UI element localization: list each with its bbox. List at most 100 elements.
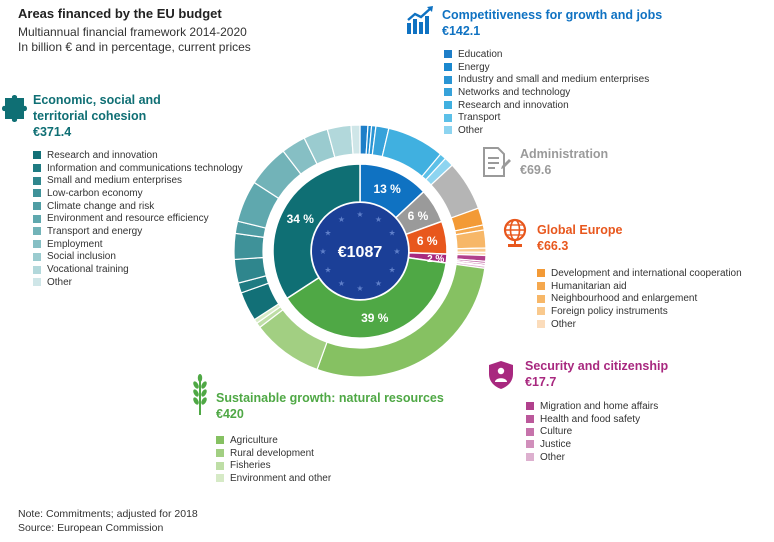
legend-item-competitiveness-energy: Energy xyxy=(444,61,649,74)
legend-swatch xyxy=(33,176,41,185)
legend-label: Other xyxy=(458,124,484,136)
legend-item-cohesion-environment-and-resource-efficiency: Environment and resource efficiency xyxy=(33,212,243,225)
cohesion-title-line2: territorial cohesion xyxy=(33,109,147,123)
cohesion-total: €371.4 xyxy=(33,125,72,139)
legend-swatch xyxy=(537,307,545,316)
legend-swatch xyxy=(216,461,224,470)
legend-item-sustainable-environment-and-other: Environment and other xyxy=(216,472,331,485)
legend-swatch xyxy=(216,436,224,445)
legend-swatch xyxy=(526,453,534,462)
legend-label: Vocational training xyxy=(47,264,129,276)
security-people-icon xyxy=(487,360,515,390)
legend-swatch xyxy=(33,164,41,173)
legend-item-sustainable-fisheries: Fisheries xyxy=(216,459,331,472)
legend-item-cohesion-low-carbon-economy: Low-carbon economy xyxy=(33,187,243,200)
cohesion-legend: Research and innovation Information and c… xyxy=(33,149,243,289)
eu-star-icon: ★ xyxy=(338,279,345,288)
legend-item-cohesion-vocational-training: Vocational training xyxy=(33,263,243,276)
legend-label: Small and medium enterprises xyxy=(47,175,183,187)
legend-label: Health and food safety xyxy=(540,413,641,425)
legend-swatch xyxy=(444,113,452,122)
legend-label: Industry and small and medium enterprise… xyxy=(458,74,650,86)
sustainable-title: Sustainable growth: natural resources xyxy=(216,391,444,405)
legend-label: Education xyxy=(458,48,503,60)
legend-label: Transport xyxy=(458,112,501,124)
footer-note: Note: Commitments; adjusted for 2018 xyxy=(18,508,198,520)
eu-star-icon: ★ xyxy=(324,229,331,238)
security-legend: Migration and home affairs Health and foo… xyxy=(526,400,658,463)
legend-swatch xyxy=(33,265,41,274)
legend-swatch xyxy=(444,50,452,59)
legend-swatch xyxy=(444,126,452,135)
legend-swatch xyxy=(33,202,41,211)
legend-label: Humanitarian aid xyxy=(551,280,627,292)
legend-swatch xyxy=(537,282,545,291)
legend-label: Fisheries xyxy=(230,460,271,472)
legend-swatch xyxy=(526,427,534,436)
legend-label: Low-carbon economy xyxy=(47,187,143,199)
security-total: €17.7 xyxy=(525,375,557,389)
legend-label: Energy xyxy=(458,61,490,73)
legend-swatch xyxy=(33,214,41,223)
eu-star-icon: ★ xyxy=(393,247,400,256)
legend-label: Justice xyxy=(540,438,572,450)
legend-label: Employment xyxy=(47,238,103,250)
chart-subtitle-framework: Multiannual financial framework 2014-202… xyxy=(18,25,247,39)
competitiveness-total: €142.1 xyxy=(442,24,481,38)
footer-source: Source: European Commission xyxy=(18,522,164,534)
legend-item-cohesion-information-and-communications-technology: Information and communications technolog… xyxy=(33,162,243,175)
legend-label: Agriculture xyxy=(230,434,278,446)
eu-star-icon: ★ xyxy=(375,215,382,224)
eu-star-icon: ★ xyxy=(388,266,395,275)
eu-star-icon: ★ xyxy=(338,215,345,224)
legend-swatch xyxy=(526,402,534,411)
legend-item-global_europe-humanitarian-aid: Humanitarian aid xyxy=(537,280,742,293)
eu-star-icon: ★ xyxy=(388,229,395,238)
security-title: Security and citizenship xyxy=(525,359,669,373)
chart-subtitle-units: In billion € and in percentage, current … xyxy=(18,40,251,54)
legend-item-competitiveness-industry-and-small-and-medium-enterprises: Industry and small and medium enterprise… xyxy=(444,73,649,86)
legend-item-cohesion-transport-and-energy: Transport and energy xyxy=(33,225,243,238)
percent-label-global_europe: 6 % xyxy=(417,234,438,248)
legend-label: Environment and other xyxy=(230,472,332,484)
percent-label-cohesion: 34 % xyxy=(287,212,315,226)
legend-swatch xyxy=(537,269,545,278)
legend-swatch xyxy=(444,88,452,97)
legend-item-competitiveness-research-and-innovation: Research and innovation xyxy=(444,99,649,112)
legend-label: Research and innovation xyxy=(47,149,158,161)
inner-slice-cohesion xyxy=(272,163,361,300)
administration-total: €69.6 xyxy=(520,163,552,177)
eu-star-icon: ★ xyxy=(356,284,363,293)
outer-ring xyxy=(233,124,487,378)
legend-item-security-culture: Culture xyxy=(526,425,658,438)
eu-star-icon: ★ xyxy=(324,266,331,275)
eu-star-icon: ★ xyxy=(319,247,326,256)
legend-swatch xyxy=(33,278,41,287)
global-europe-total: €66.3 xyxy=(537,239,569,253)
legend-item-global_europe-foreign-policy-instruments: Foreign policy instruments xyxy=(537,305,742,318)
legend-item-sustainable-agriculture: Agriculture xyxy=(216,434,331,447)
legend-item-competitiveness-transport: Transport xyxy=(444,111,649,124)
eu-star-icon: ★ xyxy=(375,279,382,288)
eu-star-icon: ★ xyxy=(356,210,363,219)
inner-ring xyxy=(272,163,448,339)
globe-icon xyxy=(500,218,530,248)
legend-swatch xyxy=(33,240,41,249)
legend-label: Other xyxy=(551,318,577,330)
puzzle-icon xyxy=(2,92,28,130)
legend-label: Climate change and risk xyxy=(47,200,155,212)
legend-item-security-migration-and-home-affairs: Migration and home affairs xyxy=(526,400,658,413)
legend-label: Social inclusion xyxy=(47,251,116,263)
inner-slice-sustainable xyxy=(285,256,448,339)
legend-item-cohesion-social-inclusion: Social inclusion xyxy=(33,251,243,264)
legend-label: Other xyxy=(47,276,73,288)
legend-swatch xyxy=(216,474,224,483)
legend-label: Other xyxy=(540,451,566,463)
legend-label: Neighbourhood and enlargement xyxy=(551,293,698,305)
legend-item-security-other: Other xyxy=(526,451,658,464)
eu-stars-icon: ★ ★ ★ ★ ★ ★ ★ ★ ★ ★ ★ ★ xyxy=(319,210,400,293)
legend-label: Networks and technology xyxy=(458,86,571,98)
legend-swatch xyxy=(33,151,41,160)
legend-item-global_europe-neighbourhood-and-enlargement: Neighbourhood and enlargement xyxy=(537,292,742,305)
legend-item-global_europe-other: Other xyxy=(537,318,742,331)
